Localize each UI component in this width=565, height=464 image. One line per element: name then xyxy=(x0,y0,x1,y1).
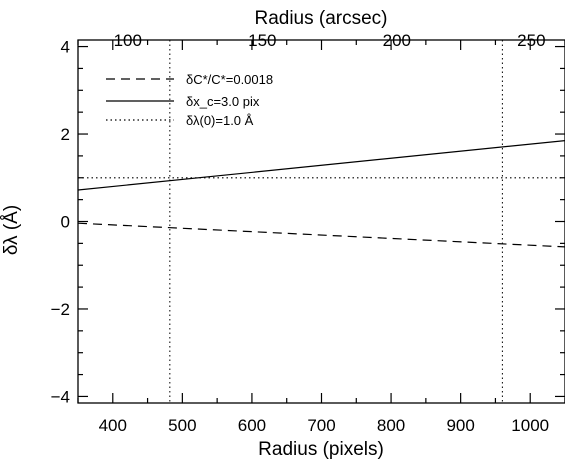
series-line-dashed xyxy=(77,222,565,248)
series-line-solid xyxy=(77,140,565,191)
x-tick-label: 600 xyxy=(238,416,266,435)
x-tick-label: 800 xyxy=(377,416,405,435)
legend-label-dashed: δC*/C*=0.0018 xyxy=(186,72,273,87)
reference-lines xyxy=(169,40,503,403)
x2-tick-label: 250 xyxy=(517,31,545,50)
x-tick-label: 500 xyxy=(168,416,196,435)
y-tick-label: −4 xyxy=(51,387,70,406)
y-axis-label: δλ (Å) xyxy=(1,205,22,255)
tick-labels: 400 500 600 700 800 900 1000 100 150 200 250 −4 −2 0 2… xyxy=(51,31,550,435)
x-tick-label: 400 xyxy=(99,416,127,435)
y-tick-label: 0 xyxy=(61,213,70,232)
x-tick-label: 900 xyxy=(446,416,474,435)
series-lines xyxy=(77,140,565,248)
y-tick-label: 2 xyxy=(61,125,70,144)
x-tick-label: 700 xyxy=(307,416,335,435)
x-axis-label: Radius (pixels) xyxy=(258,439,384,460)
legend-label-dotted: δλ(0)=1.0 Å xyxy=(186,113,254,128)
y-tick-label: −2 xyxy=(51,300,70,319)
x2-tick-label: 150 xyxy=(248,31,276,50)
legend-label-solid: δx_c=3.0 pix xyxy=(186,94,260,109)
y-tick-label: 4 xyxy=(61,38,70,57)
x2-tick-label: 200 xyxy=(383,31,411,50)
plot-frame xyxy=(77,39,565,404)
x-tick-label: 1000 xyxy=(511,416,549,435)
legend: δC*/C*=0.0018 δx_c=3.0 pix δλ(0)=1.0 Å xyxy=(106,72,273,128)
axis-ticks xyxy=(77,40,565,403)
x2-axis-label: Radius (arcsec) xyxy=(254,8,387,29)
x2-tick-label: 100 xyxy=(114,31,142,50)
